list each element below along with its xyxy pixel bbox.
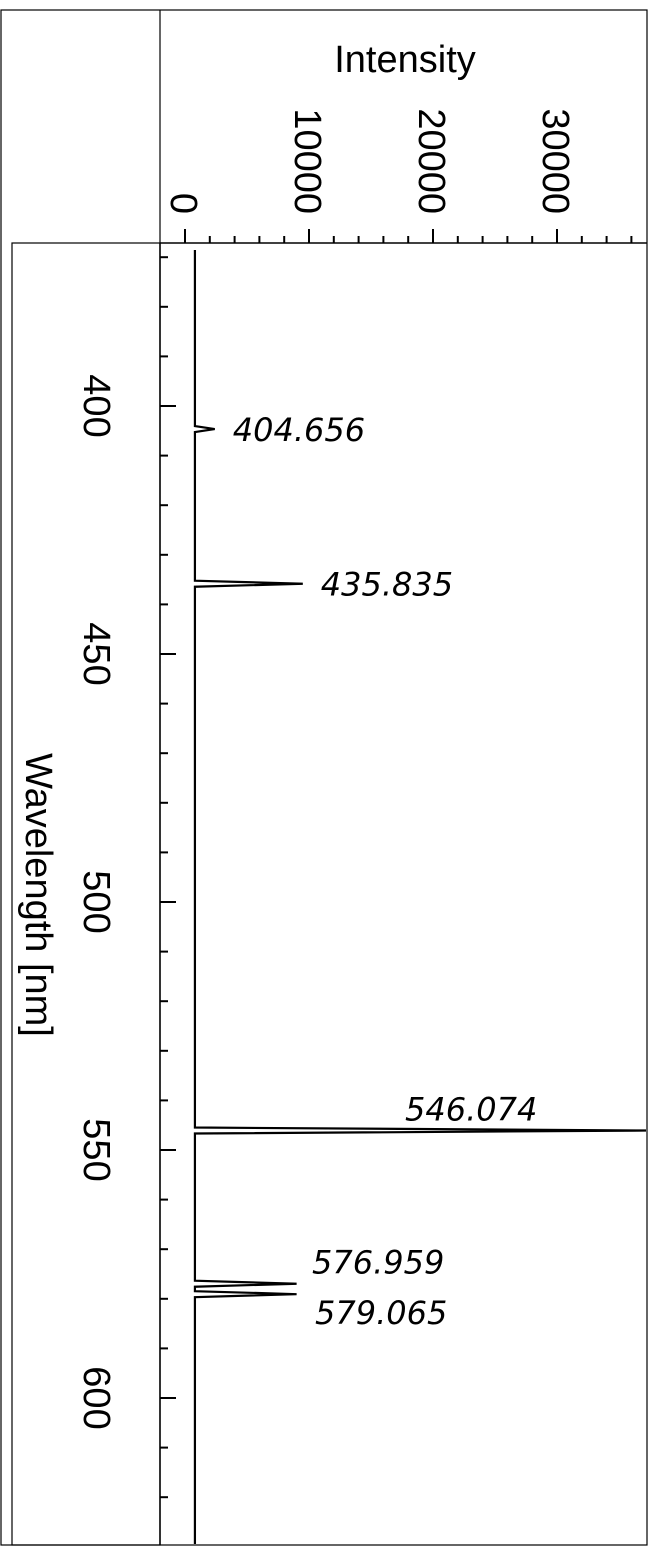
plot-frame-outer — [0, 9, 648, 1546]
y-tick-label: 400 — [75, 374, 117, 437]
x-tick-labels: 0 10000 20000 30000 — [162, 108, 576, 214]
x-tick-label: 0 — [162, 193, 204, 214]
y-tick-labels: 400 450 500 550 600 — [75, 374, 117, 1429]
peak-label: 435.835 — [321, 566, 453, 604]
peak-label: 546.074 — [405, 1091, 537, 1129]
x-axis-label: Intensity — [334, 39, 476, 81]
x-tick-label: 10000 — [286, 108, 328, 214]
peak-label: 576.959 — [312, 1244, 444, 1282]
x-tick-label: 20000 — [410, 108, 452, 214]
peak-label: 579.065 — [315, 1294, 447, 1332]
y-axis-ticks — [160, 256, 176, 1499]
x-axis-ticks — [184, 229, 633, 243]
spectrum-series-line — [193, 250, 647, 1544]
y-tick-label: 550 — [75, 1118, 117, 1181]
y-tick-label: 450 — [75, 622, 117, 685]
y-tick-label: 600 — [75, 1366, 117, 1429]
y-tick-label: 500 — [75, 870, 117, 933]
peak-annotations: 404.656 435.835 546.074 576.959 579.065 — [233, 411, 538, 1332]
x-tick-label: 30000 — [534, 108, 576, 214]
peak-label: 404.656 — [233, 411, 365, 449]
y-axis-label: Wavelength [nm] — [17, 753, 59, 1037]
